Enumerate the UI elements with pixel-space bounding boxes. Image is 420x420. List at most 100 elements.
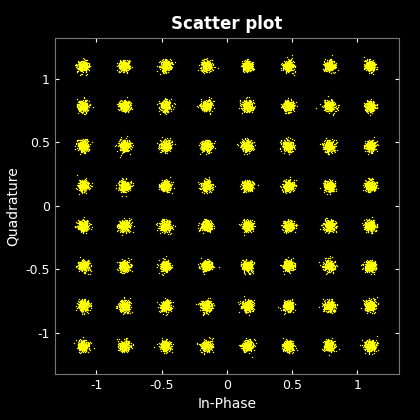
Channel 1 xyxy=(243,109,249,116)
Channel 1 xyxy=(126,263,133,270)
Channel 1 xyxy=(241,144,247,151)
Channel 1 xyxy=(326,181,333,188)
Channel 1 xyxy=(245,182,252,189)
Channel 1 xyxy=(326,265,333,271)
Channel 1 xyxy=(241,257,247,264)
Channel 1 xyxy=(163,223,170,229)
Channel 1 xyxy=(286,185,292,192)
Channel 1 xyxy=(366,341,373,348)
Channel 1 xyxy=(323,224,329,231)
Channel 1 xyxy=(124,269,131,276)
Channel 1 xyxy=(286,182,292,189)
Channel 1 xyxy=(205,180,212,186)
Channel 1 xyxy=(119,142,126,148)
Channel 1 xyxy=(160,263,167,270)
Channel 1 xyxy=(203,187,210,194)
Channel 1 xyxy=(159,223,166,230)
Channel 1 xyxy=(157,183,163,189)
Channel 1 xyxy=(281,302,288,308)
Channel 1 xyxy=(364,346,371,353)
Channel 1 xyxy=(207,183,213,189)
Channel 1 xyxy=(326,217,333,224)
Channel 1 xyxy=(122,220,129,227)
Channel 1 xyxy=(369,182,375,189)
Channel 1 xyxy=(163,262,170,268)
Channel 1 xyxy=(370,343,376,350)
Channel 1 xyxy=(287,260,294,266)
Channel 1 xyxy=(200,345,207,352)
Channel 1 xyxy=(282,182,289,189)
Channel 1 xyxy=(244,64,250,71)
Channel 1 xyxy=(284,146,290,153)
Channel 1 xyxy=(246,177,253,184)
Channel 1 xyxy=(289,102,295,109)
Channel 1 xyxy=(86,300,92,307)
Channel 1 xyxy=(285,345,291,352)
Channel 1 xyxy=(327,60,334,67)
Channel 1 xyxy=(244,219,251,226)
Channel 1 xyxy=(330,65,336,71)
Channel 1 xyxy=(286,301,292,307)
Channel 1 xyxy=(81,269,88,276)
Channel 1 xyxy=(244,340,251,346)
Channel 1 xyxy=(166,229,173,236)
Channel 1 xyxy=(201,224,207,231)
Channel 1 xyxy=(163,186,169,192)
Channel 1 xyxy=(243,68,250,74)
Channel 1 xyxy=(286,342,293,349)
Channel 1 xyxy=(162,102,169,109)
Channel 1 xyxy=(201,179,207,186)
Channel 1 xyxy=(286,264,293,270)
Channel 1 xyxy=(244,59,251,66)
Channel 1 xyxy=(77,102,84,109)
Channel 1 xyxy=(242,63,249,70)
Channel 1 xyxy=(165,183,171,190)
Channel 1 xyxy=(200,300,207,307)
Channel 1 xyxy=(200,223,206,230)
Channel 1 xyxy=(202,142,209,148)
Channel 1 xyxy=(122,101,129,108)
Channel 1 xyxy=(369,142,376,149)
Channel 1 xyxy=(325,181,332,187)
Channel 1 xyxy=(282,188,289,194)
Channel 1 xyxy=(243,184,249,191)
Channel 1 xyxy=(281,183,287,189)
Channel 1 xyxy=(81,180,87,186)
Channel 1 xyxy=(369,220,375,227)
Channel 1 xyxy=(326,346,333,352)
Channel 1 xyxy=(365,184,372,191)
Channel 1 xyxy=(365,60,372,66)
Channel 1 xyxy=(205,61,212,68)
Channel 1 xyxy=(285,344,292,351)
Channel 1 xyxy=(121,303,128,310)
Channel 1 xyxy=(287,262,294,269)
Channel 1 xyxy=(120,263,127,270)
Channel 1 xyxy=(247,344,254,350)
Channel 1 xyxy=(159,259,165,266)
Channel 1 xyxy=(82,304,89,310)
Channel 1 xyxy=(80,101,87,108)
Channel 1 xyxy=(243,226,250,233)
Channel 1 xyxy=(159,140,165,147)
Channel 1 xyxy=(124,102,131,108)
Channel 1 xyxy=(247,345,254,352)
Channel 1 xyxy=(285,105,291,112)
Channel 1 xyxy=(162,342,169,349)
Channel 1 xyxy=(288,61,294,68)
Channel 1 xyxy=(203,341,210,347)
Channel 1 xyxy=(80,265,87,272)
Channel 1 xyxy=(118,142,125,148)
Channel 1 xyxy=(325,223,331,230)
Channel 1 xyxy=(165,222,172,229)
Channel 1 xyxy=(245,62,252,69)
Channel 1 xyxy=(200,67,207,74)
Channel 1 xyxy=(163,61,170,68)
Channel 1 xyxy=(117,100,123,107)
Channel 1 xyxy=(243,145,249,152)
Channel 1 xyxy=(283,302,289,308)
Channel 1 xyxy=(121,302,127,309)
Channel 1 xyxy=(286,226,293,233)
Channel 1 xyxy=(87,184,93,191)
Channel 1 xyxy=(283,222,290,228)
Channel 1 xyxy=(243,97,249,104)
